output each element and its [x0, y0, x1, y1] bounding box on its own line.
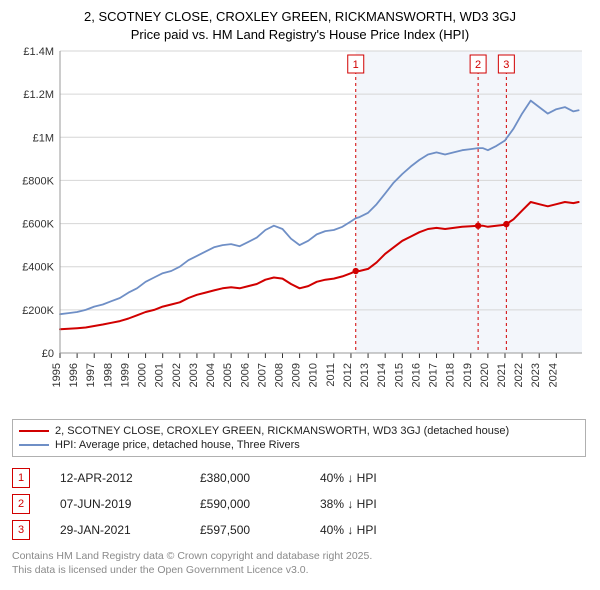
svg-text:2024: 2024 — [547, 363, 559, 387]
svg-text:1999: 1999 — [119, 363, 131, 387]
svg-text:1996: 1996 — [68, 363, 80, 387]
events-table: 1 12-APR-2012 £380,000 40% ↓ HPI 2 07-JUN-201… — [12, 465, 588, 543]
footer-line2: This data is licensed under the Open Gov… — [12, 563, 588, 577]
svg-text:2014: 2014 — [376, 363, 388, 387]
legend-item: HPI: Average price, detached house, Thre… — [19, 438, 579, 452]
svg-text:£0: £0 — [42, 348, 54, 360]
svg-text:2001: 2001 — [154, 363, 166, 387]
svg-text:2010: 2010 — [308, 363, 320, 387]
event-row: 1 12-APR-2012 £380,000 40% ↓ HPI — [12, 465, 588, 491]
svg-text:2007: 2007 — [256, 363, 268, 387]
svg-text:£600K: £600K — [22, 219, 54, 231]
title-line2: Price paid vs. HM Land Registry's House … — [12, 26, 588, 44]
svg-text:2: 2 — [475, 59, 481, 71]
svg-text:£1.2M: £1.2M — [23, 89, 54, 101]
svg-text:£1.4M: £1.4M — [23, 46, 54, 58]
svg-text:2015: 2015 — [393, 363, 405, 387]
svg-text:1: 1 — [353, 59, 359, 71]
svg-text:2019: 2019 — [462, 363, 474, 387]
chart-area: £0 £200K £400K £600K £800K £1M £1.2M £1.4M 1995 1… — [12, 43, 588, 413]
legend-box: 2, SCOTNEY CLOSE, CROXLEY GREEN, RICKMAN… — [12, 419, 586, 457]
chart-container: 2, SCOTNEY CLOSE, CROXLEY GREEN, RICKMAN… — [0, 0, 600, 587]
event-marker-number: 1 — [12, 468, 30, 488]
svg-text:£400K: £400K — [22, 262, 54, 274]
line-chart-svg: £0 £200K £400K £600K £800K £1M £1.2M £1.4M 1995 1… — [12, 43, 588, 413]
svg-text:1995: 1995 — [51, 363, 63, 387]
footer-line1: Contains HM Land Registry data © Crown c… — [12, 549, 588, 563]
svg-text:2013: 2013 — [359, 363, 371, 387]
event-hpi-diff: 40% ↓ HPI — [320, 471, 377, 485]
event-date: 07-JUN-2019 — [60, 497, 170, 511]
svg-text:2023: 2023 — [530, 363, 542, 387]
svg-text:£800K: £800K — [22, 176, 54, 188]
svg-text:3: 3 — [503, 59, 509, 71]
svg-text:2009: 2009 — [291, 363, 303, 387]
legend-label: 2, SCOTNEY CLOSE, CROXLEY GREEN, RICKMAN… — [55, 425, 509, 437]
svg-text:2018: 2018 — [445, 363, 457, 387]
svg-text:1997: 1997 — [85, 363, 97, 387]
event-marker-number: 3 — [12, 520, 30, 540]
event-row: 2 07-JUN-2019 £590,000 38% ↓ HPI — [12, 491, 588, 517]
event-date: 12-APR-2012 — [60, 471, 170, 485]
legend-item: 2, SCOTNEY CLOSE, CROXLEY GREEN, RICKMAN… — [19, 424, 579, 438]
svg-text:2006: 2006 — [239, 363, 251, 387]
svg-text:2017: 2017 — [428, 363, 440, 387]
event-price: £597,500 — [200, 523, 290, 537]
svg-text:1998: 1998 — [102, 363, 114, 387]
svg-text:2020: 2020 — [479, 363, 491, 387]
svg-text:2012: 2012 — [342, 363, 354, 387]
event-row: 3 29-JAN-2021 £597,500 40% ↓ HPI — [12, 517, 588, 543]
svg-text:2022: 2022 — [513, 363, 525, 387]
event-price: £590,000 — [200, 497, 290, 511]
event-price: £380,000 — [200, 471, 290, 485]
event-date: 29-JAN-2021 — [60, 523, 170, 537]
svg-text:2008: 2008 — [273, 363, 285, 387]
legend-swatch — [19, 444, 49, 446]
footer-attribution: Contains HM Land Registry data © Crown c… — [12, 549, 588, 577]
svg-text:£1M: £1M — [33, 132, 54, 144]
legend-swatch — [19, 430, 49, 432]
chart-title: 2, SCOTNEY CLOSE, CROXLEY GREEN, RICKMAN… — [12, 8, 588, 43]
svg-text:2021: 2021 — [496, 363, 508, 387]
event-hpi-diff: 38% ↓ HPI — [320, 497, 377, 511]
svg-text:2005: 2005 — [222, 363, 234, 387]
svg-text:2011: 2011 — [325, 363, 337, 387]
svg-text:£200K: £200K — [22, 305, 54, 317]
event-hpi-diff: 40% ↓ HPI — [320, 523, 377, 537]
svg-text:2003: 2003 — [188, 363, 200, 387]
svg-text:2000: 2000 — [137, 363, 149, 387]
svg-text:2004: 2004 — [205, 363, 217, 387]
svg-text:2016: 2016 — [410, 363, 422, 387]
svg-text:2002: 2002 — [171, 363, 183, 387]
title-line1: 2, SCOTNEY CLOSE, CROXLEY GREEN, RICKMAN… — [12, 8, 588, 26]
legend-label: HPI: Average price, detached house, Thre… — [55, 439, 300, 451]
event-marker-number: 2 — [12, 494, 30, 514]
